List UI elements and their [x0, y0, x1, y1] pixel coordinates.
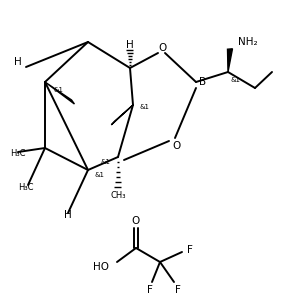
- Text: H: H: [64, 210, 72, 220]
- Polygon shape: [111, 105, 133, 125]
- Polygon shape: [228, 49, 232, 72]
- Text: &1: &1: [101, 159, 111, 165]
- Text: F: F: [147, 285, 153, 295]
- Text: &1: &1: [53, 87, 63, 93]
- Text: H: H: [126, 40, 134, 50]
- Text: B: B: [199, 77, 206, 87]
- Text: H: H: [14, 57, 22, 67]
- Text: HO: HO: [93, 262, 109, 272]
- Text: F: F: [175, 285, 181, 295]
- Text: CH₃: CH₃: [110, 191, 126, 200]
- Text: H₃C: H₃C: [10, 148, 26, 157]
- Text: H₃C: H₃C: [18, 184, 33, 192]
- Text: O: O: [132, 216, 140, 226]
- Text: NH₂: NH₂: [238, 37, 258, 47]
- Text: O: O: [159, 43, 167, 53]
- Text: &1: &1: [95, 172, 105, 178]
- Polygon shape: [45, 82, 75, 104]
- Text: F: F: [187, 245, 193, 255]
- Text: &1: &1: [231, 77, 241, 83]
- Text: &1: &1: [140, 104, 150, 110]
- Text: O: O: [173, 141, 181, 151]
